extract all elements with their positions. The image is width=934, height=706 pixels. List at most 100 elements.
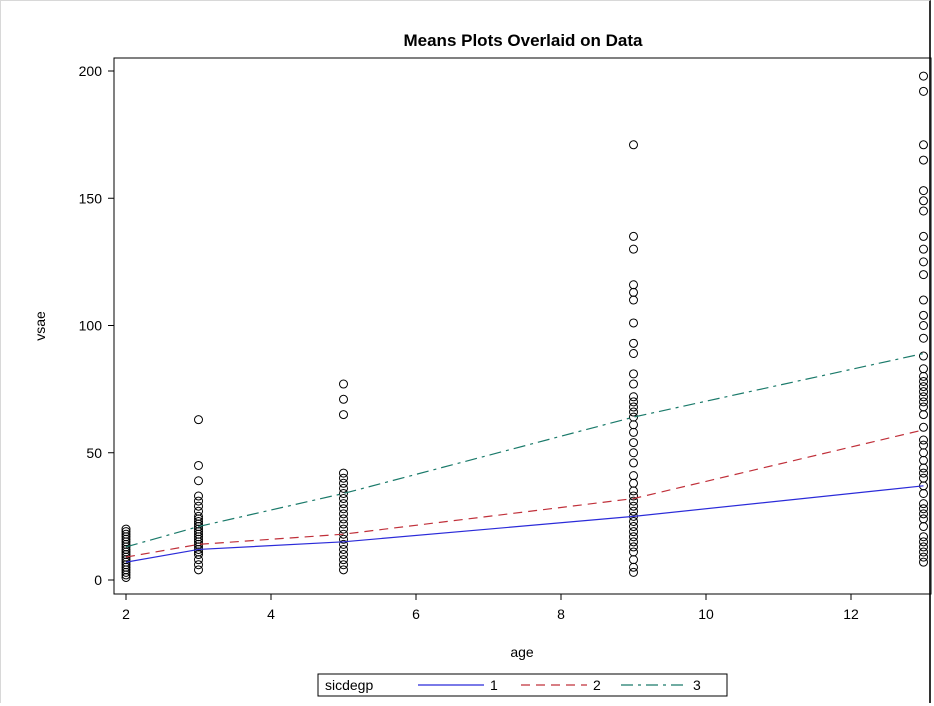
data-point <box>339 514 348 524</box>
data-point <box>629 555 638 565</box>
data-point <box>629 369 638 379</box>
data-point <box>629 486 638 496</box>
data-point <box>194 415 203 425</box>
data-point <box>629 402 638 412</box>
mean-line-sicdegp-3 <box>125 352 924 548</box>
data-point <box>629 392 638 402</box>
data-point <box>629 478 638 488</box>
data-point <box>629 458 638 468</box>
data-point <box>629 244 638 254</box>
mean-lines <box>125 352 924 563</box>
data-point <box>629 448 638 458</box>
data-point <box>629 407 638 417</box>
data-point <box>194 516 203 526</box>
data-point <box>919 547 928 557</box>
data-point <box>629 542 638 552</box>
data-point <box>629 348 638 358</box>
data-point <box>629 522 638 532</box>
data-point <box>919 509 928 519</box>
data-point <box>194 565 203 575</box>
data-point <box>919 295 928 305</box>
data-point <box>919 371 928 381</box>
y-tick-label: 50 <box>86 445 102 461</box>
data-point <box>919 402 928 412</box>
data-point <box>629 516 638 526</box>
data-point <box>629 537 638 547</box>
data-point <box>919 473 928 483</box>
data-point <box>194 501 203 511</box>
legend-title: sicdegp <box>325 677 373 693</box>
data-point <box>919 321 928 330</box>
data-point <box>919 410 928 420</box>
y-tick-label: 150 <box>79 190 103 206</box>
data-point <box>919 244 928 254</box>
data-point <box>339 478 348 488</box>
data-point <box>629 438 638 448</box>
data-point <box>339 544 348 554</box>
data-point <box>919 455 928 465</box>
data-point <box>919 387 928 397</box>
data-point <box>339 394 348 404</box>
data-point <box>629 506 638 516</box>
data-point <box>919 333 928 343</box>
data-point <box>919 196 928 206</box>
data-point <box>339 550 348 560</box>
data-point <box>629 501 638 511</box>
legend-label-1: 1 <box>490 677 498 693</box>
data-point <box>919 488 928 498</box>
data-point <box>919 499 928 509</box>
data-point <box>194 560 203 570</box>
data-point <box>919 140 928 150</box>
data-point <box>919 468 928 478</box>
y-tick-label: 100 <box>79 318 103 334</box>
data-point <box>339 494 348 504</box>
legend: sicdegp 1 2 3 <box>317 673 728 697</box>
data-point <box>194 511 203 521</box>
data-point <box>339 473 348 483</box>
data-point <box>194 506 203 516</box>
y-axis: 0 50 100 150 200 <box>79 63 114 588</box>
observation-points <box>121 71 928 582</box>
y-axis-label: vsae <box>32 311 48 341</box>
data-point <box>919 440 928 450</box>
data-point <box>629 527 638 537</box>
data-point <box>919 206 928 216</box>
data-point <box>919 435 928 445</box>
data-point <box>629 491 638 501</box>
data-point <box>339 539 348 549</box>
x-tick-label: 6 <box>412 606 420 622</box>
chart-title: Means Plots Overlaid on Data <box>403 31 643 50</box>
data-point <box>194 496 203 506</box>
data-point <box>629 140 638 150</box>
data-point <box>919 448 928 458</box>
data-point <box>629 318 638 328</box>
x-tick-label: 2 <box>122 606 130 622</box>
data-point <box>629 420 638 430</box>
data-point <box>629 338 638 348</box>
data-point <box>919 364 928 374</box>
data-point <box>629 567 638 577</box>
data-point <box>919 397 928 407</box>
data-point <box>919 186 928 196</box>
data-point <box>629 280 638 290</box>
data-point <box>121 529 131 539</box>
data-point <box>629 231 638 241</box>
data-point <box>339 519 348 529</box>
data-point <box>919 522 928 532</box>
data-point <box>629 412 638 422</box>
data-point <box>629 532 638 542</box>
data-point <box>919 532 928 542</box>
data-point <box>339 499 348 509</box>
data-point <box>339 565 348 575</box>
data-point <box>339 410 348 420</box>
legend-label-3: 3 <box>693 677 701 693</box>
x-axis-label: age <box>510 644 534 660</box>
y-tick-label: 200 <box>79 63 103 79</box>
data-point <box>339 560 348 570</box>
data-point <box>629 295 638 305</box>
data-point <box>919 542 928 552</box>
data-point <box>194 460 203 470</box>
data-point <box>919 86 928 96</box>
data-point <box>919 537 928 547</box>
data-point <box>919 514 928 524</box>
